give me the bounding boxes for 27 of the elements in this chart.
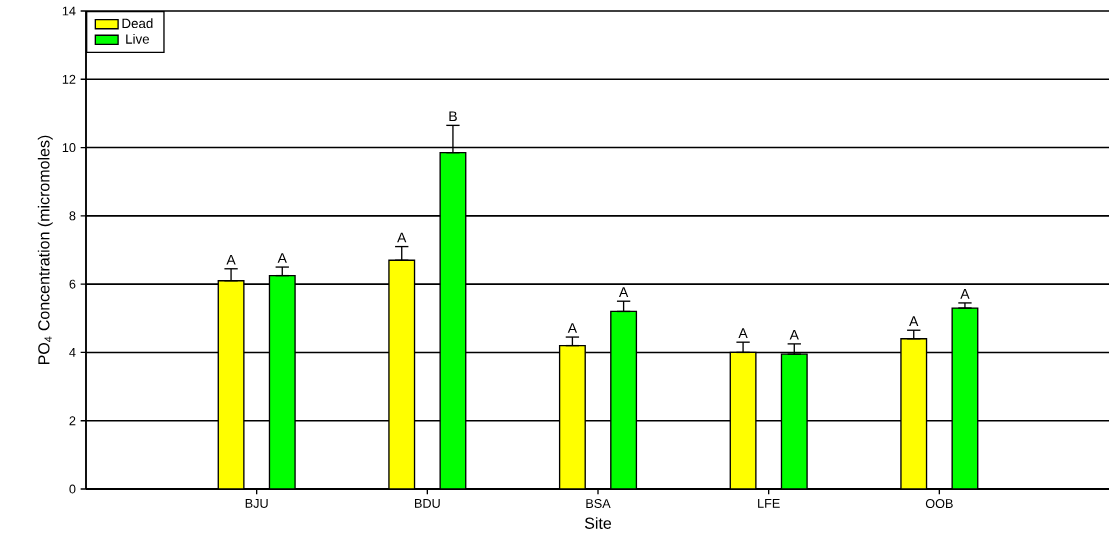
annotation: A <box>618 287 629 297</box>
x-tick-label: BDU <box>415 499 440 508</box>
y-tick-label: 6 <box>69 279 76 289</box>
legend-label: Dead <box>122 18 153 29</box>
annotation: A <box>789 330 799 340</box>
y-tick-label: 2 <box>69 416 76 426</box>
y-tick-label: 4 <box>69 348 76 357</box>
x-tick-label: BSA <box>586 499 611 509</box>
annotation: A <box>738 328 748 338</box>
annotation: A <box>277 253 287 263</box>
x-tick-label: BJU <box>245 499 268 508</box>
y-tick-label: 14 <box>62 6 76 16</box>
x-tick-label: LFE <box>758 499 780 508</box>
x-tick-label: OOB <box>925 499 953 509</box>
y-axis-title: PO$_{4}$ Concentration (micromoles) <box>37 135 53 365</box>
y-tick-label: 0 <box>69 484 76 494</box>
annotation: A <box>960 289 970 299</box>
annotation: A <box>397 232 407 243</box>
annotation: A <box>909 316 919 326</box>
y-tick-label: 8 <box>69 211 76 221</box>
annotation: A <box>226 254 236 265</box>
annotation: A <box>567 323 578 333</box>
legend-label: Live <box>126 33 149 44</box>
x-axis-title: Site <box>584 517 612 529</box>
y-tick-label: 10 <box>62 143 76 153</box>
y-tick-label: 12 <box>62 74 76 84</box>
annotation: B <box>449 111 457 122</box>
